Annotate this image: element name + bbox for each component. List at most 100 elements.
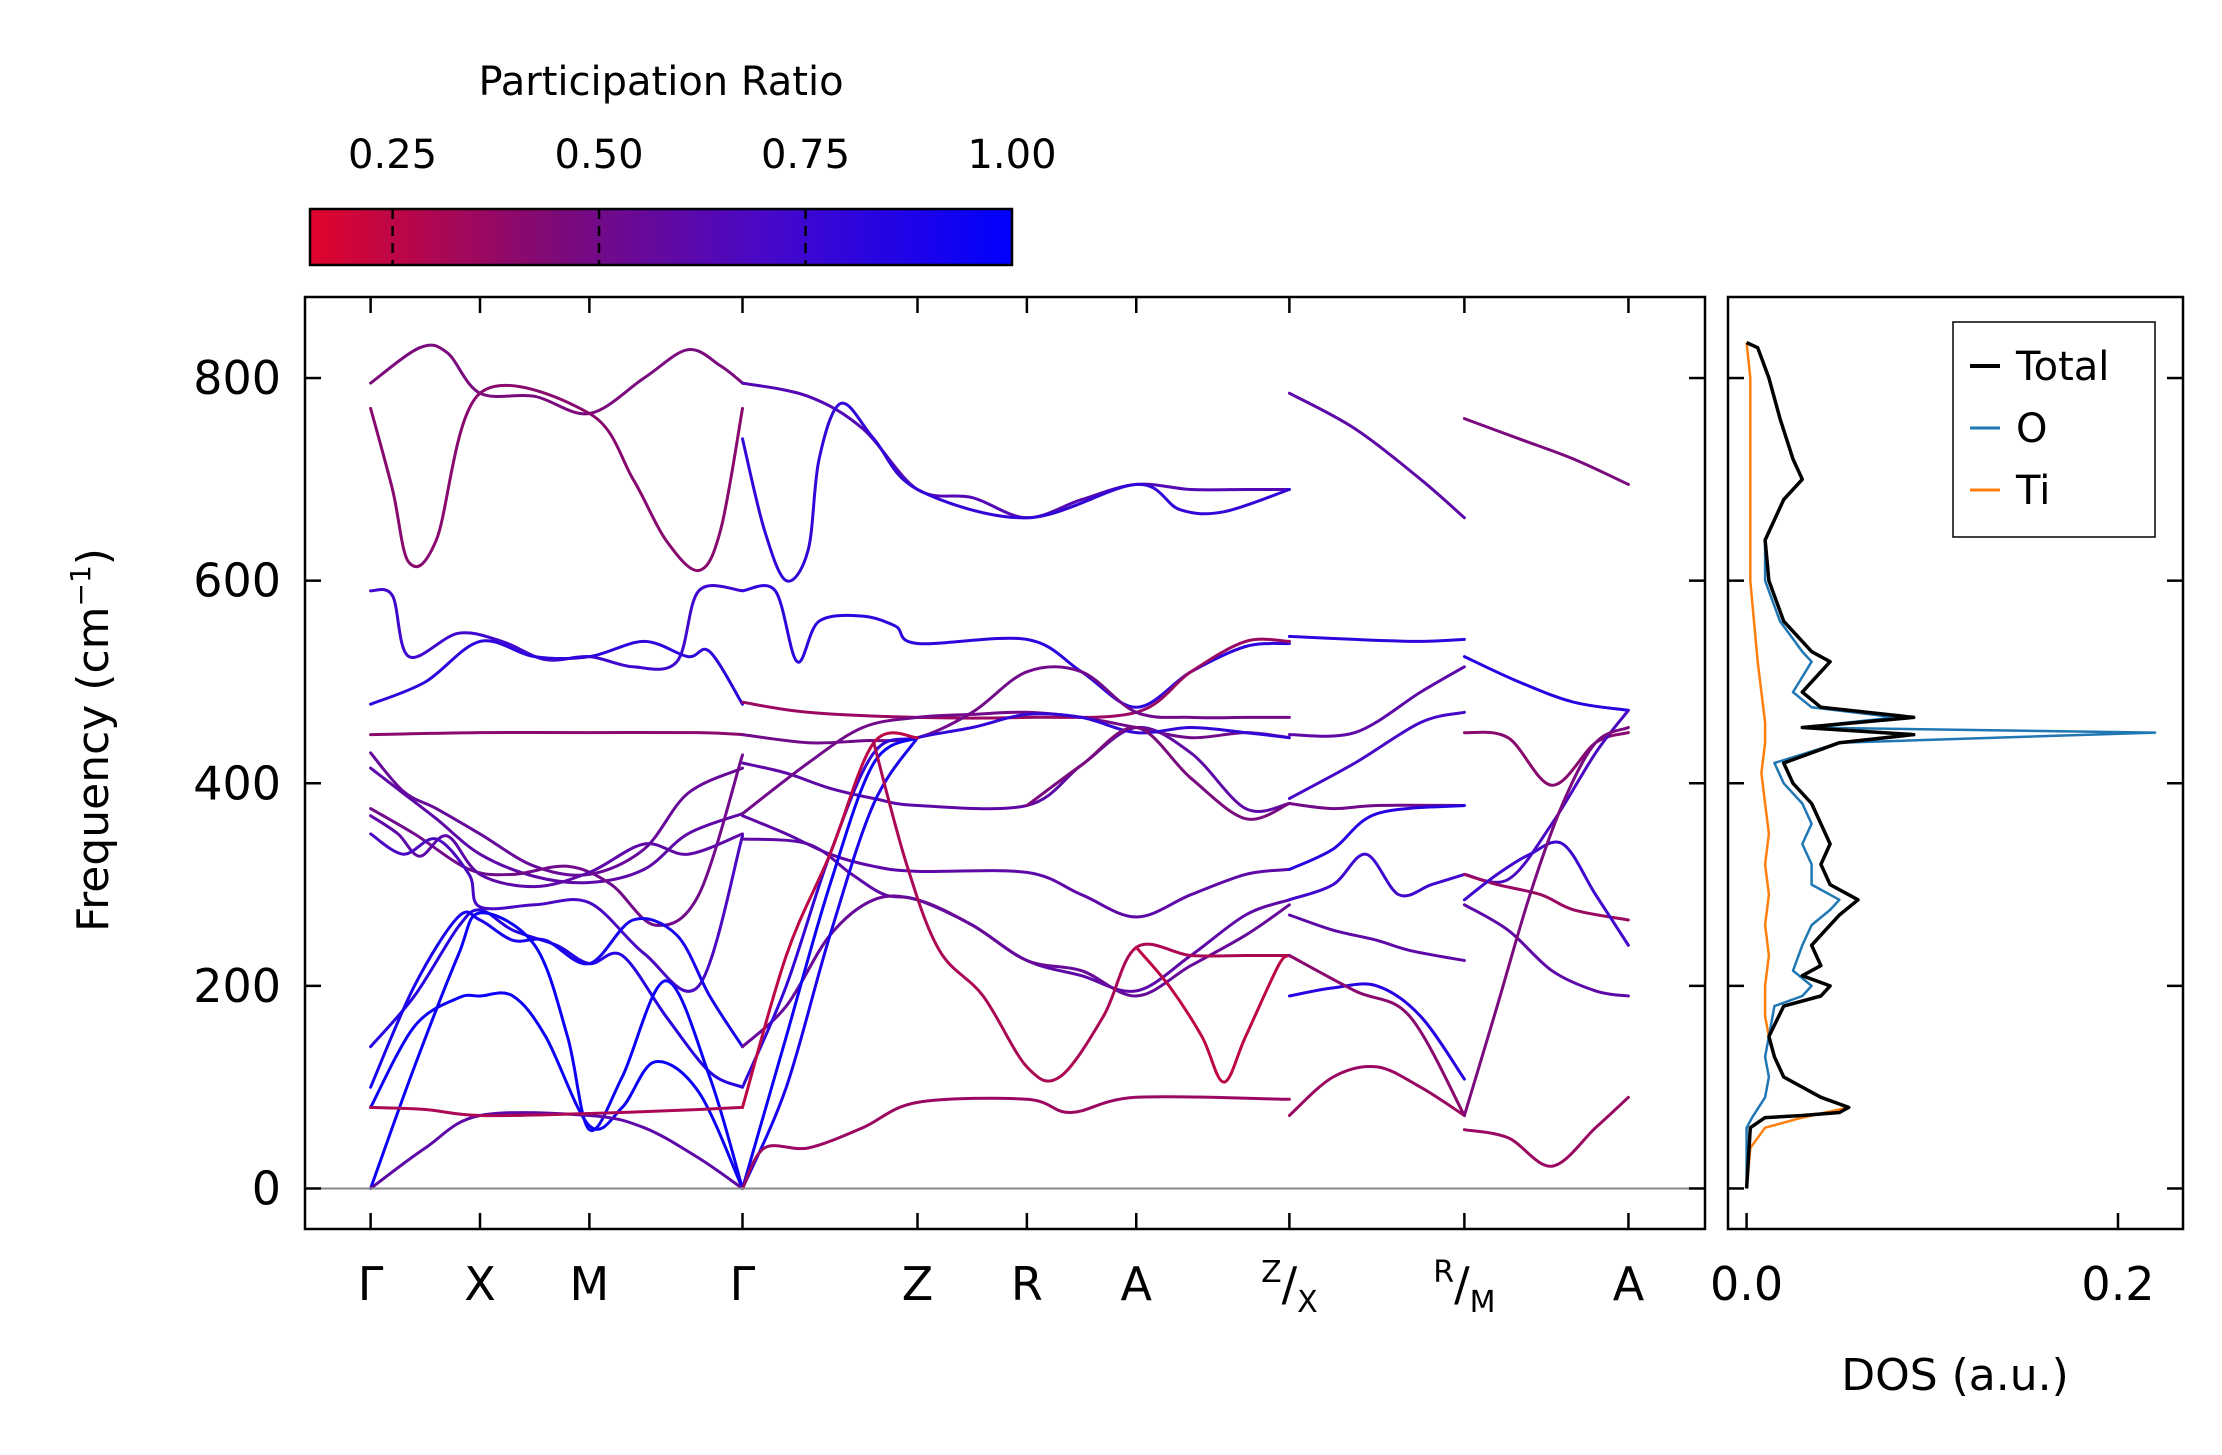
k-label: Z <box>902 1257 934 1311</box>
y-axis-label-end: ) <box>68 548 119 565</box>
phonon-band <box>1462 708 1630 884</box>
phonon-band <box>741 710 1291 816</box>
phonon-band <box>1287 802 1466 811</box>
phonon-band <box>1462 726 1630 1117</box>
phonon-band <box>741 712 1291 1089</box>
phonon-band <box>369 991 744 1190</box>
dos-axes-frame <box>1726 295 2185 1231</box>
legend-total-label: Total <box>2015 344 2109 390</box>
phonon-band <box>1025 725 1291 821</box>
phonon-band <box>369 1111 744 1190</box>
phonon-band <box>1287 852 1466 902</box>
main-y-tick-labels: 0 200 400 600 800 <box>193 351 281 1215</box>
phonon-band <box>741 894 1291 1049</box>
dos-curve-total <box>1744 341 1916 1189</box>
colorbar-tick-label: 0.25 <box>348 132 437 178</box>
phonon-band <box>369 814 744 889</box>
phonon-band <box>741 584 1291 709</box>
phonon-band <box>369 832 744 993</box>
main-axes-frame <box>303 295 1707 1231</box>
legend-o-label: O <box>2016 406 2047 452</box>
phonon-band <box>369 343 744 416</box>
phonon-band <box>1287 1065 1466 1117</box>
phonon-band <box>741 637 1291 720</box>
k-label: Z/X <box>1261 1255 1318 1320</box>
phonon-band <box>1287 710 1466 800</box>
phonon-band <box>1462 840 1630 947</box>
y-axis-label: Frequency (cm−1) <box>64 548 119 932</box>
y-tick-label: 600 <box>193 554 281 608</box>
phonon-band <box>1287 954 1466 1117</box>
k-label-sub: M <box>1470 1285 1496 1320</box>
phonon-band <box>1462 1095 1630 1168</box>
colorbar-tick-label: 0.75 <box>761 132 850 178</box>
phonon-band <box>1287 913 1466 962</box>
k-label-sup: Z <box>1261 1255 1282 1290</box>
y-tick-label: 0 <box>252 1161 281 1215</box>
phonon-band <box>1287 391 1466 520</box>
phonon-band <box>741 665 1291 745</box>
colorbar-title: Participation Ratio <box>478 59 843 105</box>
phonon-bands <box>369 343 1630 1190</box>
colorbar-tick-labels: 0.25 0.50 0.75 1.00 <box>348 132 1056 178</box>
y-tick-label: 800 <box>193 351 281 405</box>
phonon-band <box>369 383 744 573</box>
phonon-band <box>369 911 744 1190</box>
k-label: A <box>1613 1257 1645 1311</box>
phonon-band <box>1287 982 1466 1081</box>
y-tick-label: 200 <box>193 959 281 1013</box>
legend: Total O Ti <box>1952 321 2156 538</box>
phonon-band <box>369 730 744 737</box>
phonon-band <box>369 1105 744 1118</box>
phonon-band <box>1462 903 1630 998</box>
phonon-band <box>1134 945 1291 1084</box>
legend-ti-label: Ti <box>2015 468 2050 514</box>
colorbar <box>308 207 1014 267</box>
dos-axis-ticks <box>1728 376 2183 1229</box>
colorbar-ticks <box>391 209 807 265</box>
phonon-band <box>741 401 1291 583</box>
phonon-band <box>1287 634 1466 643</box>
y-axis-label-sup: −1 <box>64 565 97 606</box>
k-label-sub: X <box>1297 1285 1318 1320</box>
k-label: A <box>1121 1257 1153 1311</box>
colorbar-tick-label: 1.00 <box>967 132 1056 178</box>
phonon-band <box>369 910 744 1089</box>
y-tick-label: 400 <box>193 756 281 810</box>
k-label-sup: R <box>1433 1255 1454 1290</box>
phonon-band <box>369 584 744 671</box>
kpath-labels: Γ X M Γ Z R A Z/XR/M A <box>358 1255 1645 1320</box>
k-label: Γ <box>358 1257 384 1311</box>
main-axis-ticks <box>305 297 1705 1229</box>
k-label: Γ <box>730 1257 756 1311</box>
k-label: R <box>1011 1257 1043 1311</box>
phonon-band <box>369 639 744 706</box>
phonon-band <box>369 766 744 885</box>
colorbar-tick-label: 0.50 <box>555 132 644 178</box>
k-label-slash: / <box>1282 1257 1298 1311</box>
phonon-band <box>872 741 1291 1083</box>
y-axis-label-main: Frequency (cm <box>68 606 119 932</box>
dos-x-axis-label: DOS (a.u.) <box>1841 1350 2069 1401</box>
phonon-band <box>741 725 1291 813</box>
dos-x-tick-label: 0.0 <box>1710 1257 1783 1311</box>
phonon-band <box>1462 417 1630 486</box>
phonon-band <box>741 736 919 1190</box>
dos-x-tick-label: 0.2 <box>2081 1257 2154 1311</box>
dos-curves <box>1744 341 2157 1189</box>
phonon-band <box>1287 665 1466 738</box>
phonon-band <box>741 731 919 1109</box>
k-label: X <box>464 1257 496 1311</box>
k-label: M <box>570 1257 610 1311</box>
k-label-slash: / <box>1454 1257 1470 1311</box>
k-label: R/M <box>1433 1255 1495 1320</box>
phonon-band <box>1462 655 1630 712</box>
phonon-band <box>741 736 919 1190</box>
phonon-band <box>741 381 1291 520</box>
dos-x-tick-labels: 0.0 0.2 <box>1710 1257 2155 1311</box>
phonon-band <box>741 837 1291 993</box>
phonon-band <box>369 753 744 927</box>
phonon-band <box>1287 804 1466 871</box>
phonon-band <box>741 1095 1291 1190</box>
